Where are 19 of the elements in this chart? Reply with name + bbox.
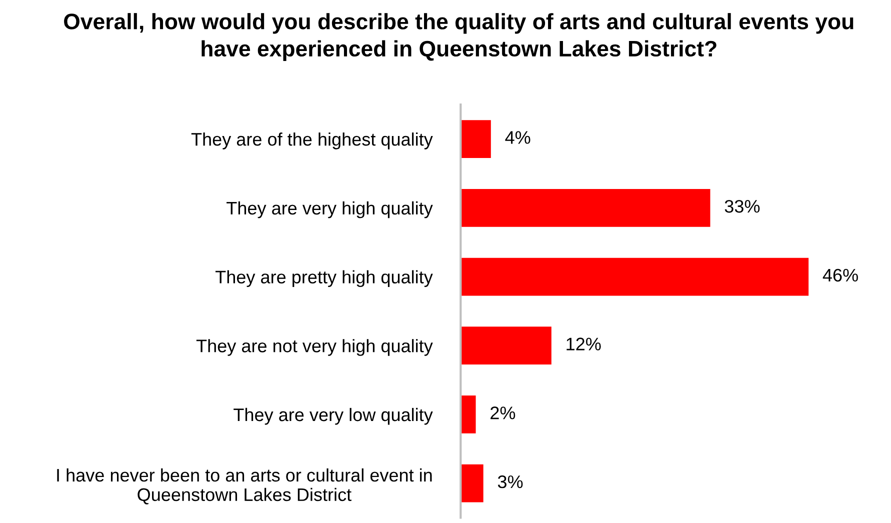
- bar: [460, 120, 491, 158]
- data-label: 4%: [505, 131, 530, 144]
- y-tick-label: I have never been to an arts or cultural event in Queenstown Lakes District: [57, 468, 432, 504]
- bar: [460, 188, 710, 227]
- bar: [460, 464, 484, 502]
- chart-title: Overall, how would you describe the quality of arts and cultural events you have experienced in Queenstown Lakes District?: [64, 13, 854, 61]
- data-label: 33%: [724, 200, 760, 213]
- y-tick-label: They are very high quality: [226, 201, 433, 218]
- y-tick-label: They are pretty high quality: [216, 270, 433, 288]
- y-tick-label: They are not very high quality: [196, 339, 433, 356]
- data-label: 12%: [566, 338, 601, 350]
- bar: [460, 326, 552, 365]
- bar: [460, 396, 476, 434]
- y-tick-label: They are of the highest quality: [191, 132, 433, 150]
- bar: [460, 258, 809, 296]
- data-label: 46%: [822, 268, 858, 282]
- data-label: 2%: [490, 406, 516, 420]
- y-tick-label: They are very low quality: [234, 408, 433, 425]
- data-label: 3%: [498, 475, 523, 488]
